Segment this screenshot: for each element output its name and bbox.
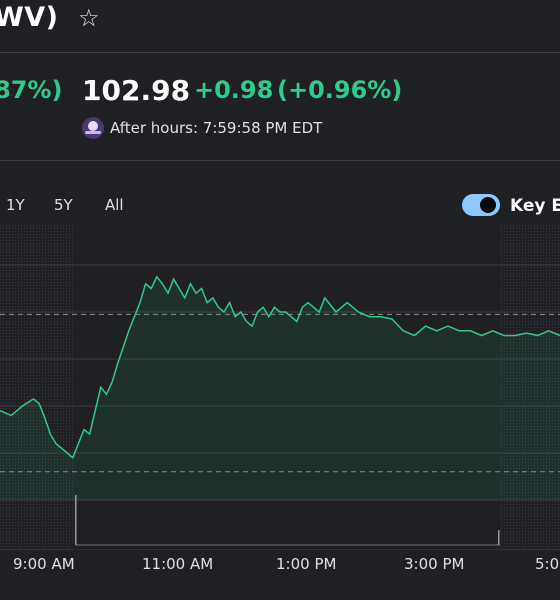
x-tick-label: 5:00 xyxy=(535,555,560,573)
company-title: WV) xyxy=(0,2,59,33)
x-tick-label: 11:00 AM xyxy=(142,555,214,573)
after-hours-change-percent: (+0.96%) xyxy=(277,76,403,104)
after-hours-price: 102.98 xyxy=(82,74,191,107)
toggle-knob xyxy=(480,197,496,213)
volume-bar-close xyxy=(498,530,500,545)
after-hours-label: After hours: 7:59:58 PM EDT xyxy=(110,119,323,137)
range-tab-1y[interactable]: 1Y xyxy=(6,196,25,214)
x-tick-label: 9:00 AM xyxy=(13,555,75,573)
key-events-label[interactable]: Key Ev xyxy=(510,196,560,216)
range-tab-all[interactable]: All xyxy=(105,196,124,214)
regular-change-percent: 87%) xyxy=(0,76,63,104)
star-icon[interactable]: ☆ xyxy=(78,4,100,32)
x-tick-label: 1:00 PM xyxy=(276,555,337,573)
x-tick-label: 3:00 PM xyxy=(404,555,465,573)
quote-divider xyxy=(0,160,560,161)
afterhours-shading xyxy=(500,225,560,550)
after-hours-change: +0.98 xyxy=(194,76,274,104)
price-line xyxy=(0,275,560,459)
volume-bar-open xyxy=(75,495,77,545)
key-events-toggle[interactable] xyxy=(462,194,500,216)
price-area xyxy=(0,276,560,500)
header-divider xyxy=(0,52,560,53)
range-tab-5y[interactable]: 5Y xyxy=(54,196,73,214)
sunset-icon xyxy=(82,117,104,139)
price-chart[interactable] xyxy=(0,225,560,550)
premarket-shading xyxy=(0,225,75,550)
